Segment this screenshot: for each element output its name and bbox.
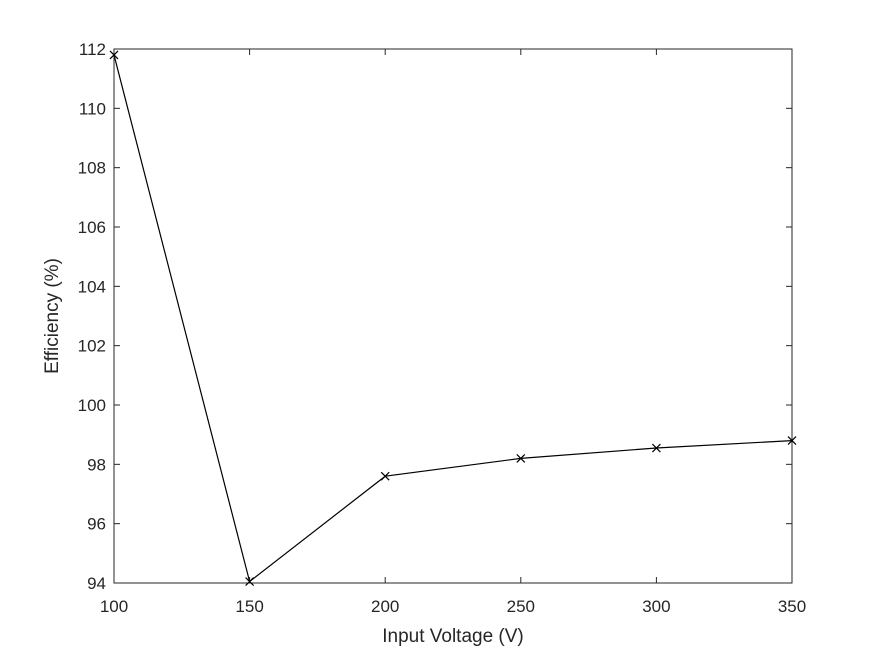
data-point-marker xyxy=(516,453,526,463)
data-point-marker xyxy=(787,436,797,446)
y-tick-label: 100 xyxy=(78,396,106,415)
markers-layer xyxy=(109,50,797,586)
y-tick-label: 98 xyxy=(87,455,106,474)
x-tick-label: 100 xyxy=(100,597,128,616)
data-point-marker xyxy=(109,50,119,60)
y-tick-label: 94 xyxy=(87,574,106,593)
series-line xyxy=(113,54,793,583)
x-tick-label: 300 xyxy=(642,597,670,616)
y-axis-label: Efficiency (%) xyxy=(42,258,63,374)
x-axis-label: Input Voltage (V) xyxy=(382,626,524,647)
x-tick-label: 150 xyxy=(235,597,263,616)
y-tick-label: 106 xyxy=(78,218,106,237)
y-tick-label: 108 xyxy=(78,159,106,178)
x-tick-label: 250 xyxy=(507,597,535,616)
data-point-marker xyxy=(651,443,661,453)
x-tick-label: 350 xyxy=(778,597,806,616)
series-layer xyxy=(113,54,793,583)
x-tick-label: 200 xyxy=(371,597,399,616)
y-tick-label: 112 xyxy=(79,40,106,59)
y-tick-label: 104 xyxy=(78,277,106,296)
plot-frame xyxy=(113,48,793,584)
ticks-layer: 100 150 200 250 300 350 94 96 98 100 102 104 106 108 1… xyxy=(78,40,807,616)
data-point-marker xyxy=(245,577,255,586)
data-point-marker xyxy=(380,471,390,481)
y-tick-label: 110 xyxy=(79,99,106,118)
y-tick-label: 96 xyxy=(87,515,106,534)
y-tick-label: 102 xyxy=(78,337,106,356)
